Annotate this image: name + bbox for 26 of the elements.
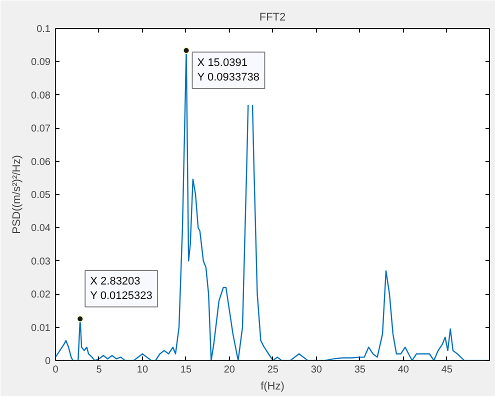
y-tick-label: 0.04	[31, 223, 51, 234]
y-tick-label: 0.1	[36, 24, 51, 35]
y-tick-label: 0.01	[31, 322, 51, 334]
annotation: X 2.83203 Y 0.0125323	[90, 275, 152, 302]
x-tick-label: 15	[180, 364, 192, 376]
y-axis-title: PSD((m/s²)²/Hz)	[11, 155, 24, 234]
x-tick-label: 30	[310, 364, 322, 376]
y-tick-label: 0.09	[31, 57, 51, 68]
x-tick-label: 0	[52, 364, 59, 376]
x-tick-label: 40	[398, 364, 410, 376]
y-tick-label: 0.03	[31, 256, 51, 268]
chart-title: FFT2	[259, 12, 286, 24]
y-tick-label: 0	[44, 356, 51, 367]
x-tick-label: 20	[224, 364, 236, 376]
annotation: X 15.0391 Y 0.0933738	[197, 57, 260, 84]
x-tick-label: 45	[441, 364, 453, 376]
x-axis-title: f(Hz)	[260, 380, 284, 392]
y-tick-label: 0.05	[31, 190, 51, 201]
x-tick-label: 35	[354, 364, 366, 376]
y-tick-label: 0.07	[31, 124, 51, 135]
y-tick-label: 0.02	[31, 290, 51, 301]
y-tick-label: 0.06	[31, 156, 51, 168]
x-tick-label: 10	[136, 364, 148, 376]
y-tick-label: 0.08	[31, 90, 51, 102]
x-tick-label: 25	[267, 364, 279, 376]
x-tick-label: 5	[96, 364, 102, 376]
